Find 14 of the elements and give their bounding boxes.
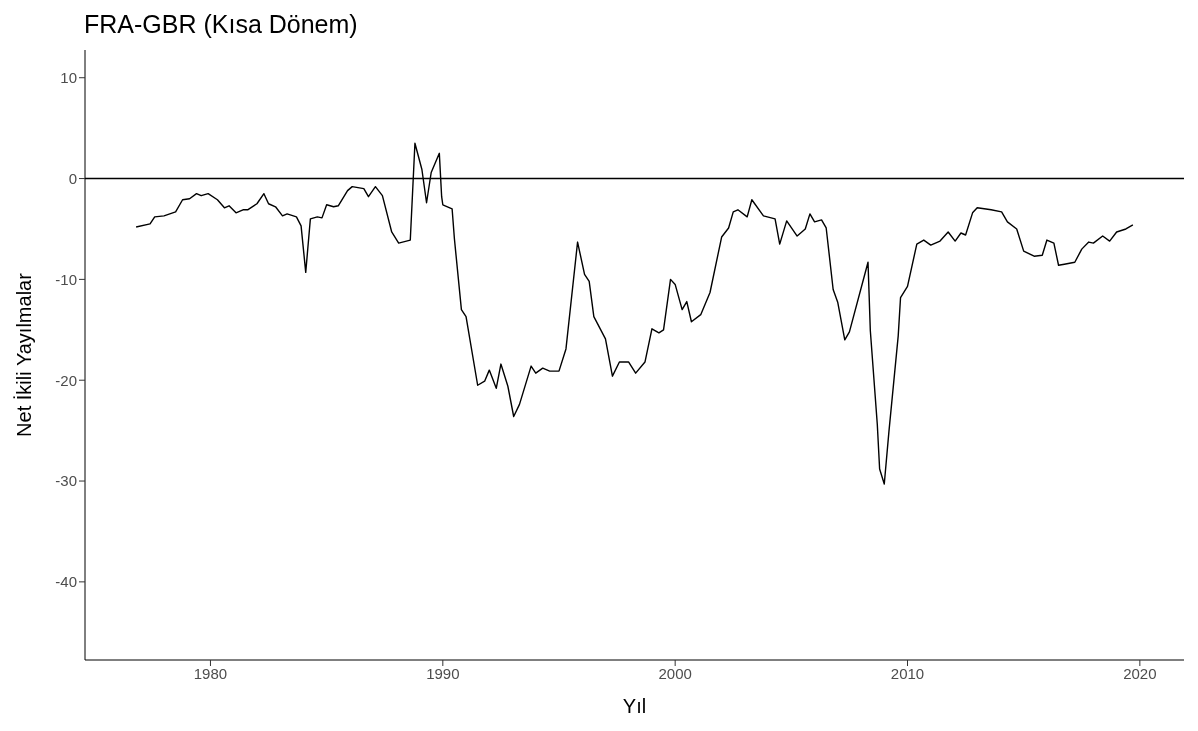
x-tick-label: 1990 xyxy=(426,664,460,682)
x-tick-label: 1980 xyxy=(193,664,228,682)
x-axis-title: Yıl xyxy=(622,695,647,717)
chart-title: FRA-GBR (Kısa Dönem) xyxy=(84,10,358,39)
y-tick-label: -40 xyxy=(55,573,77,591)
y-tick-label: -10 xyxy=(55,270,77,288)
y-tick-label: 0 xyxy=(68,169,77,187)
y-tick-label: 10 xyxy=(60,69,77,87)
x-tick-label: 2020 xyxy=(1123,664,1157,682)
y-tick-label: -20 xyxy=(55,371,77,389)
y-tick-label: -30 xyxy=(55,472,77,490)
x-tick-label: 2000 xyxy=(658,664,692,682)
x-tick-label: 2010 xyxy=(890,664,925,682)
y-axis-title: Net İkili Yayılmalar xyxy=(13,272,36,437)
